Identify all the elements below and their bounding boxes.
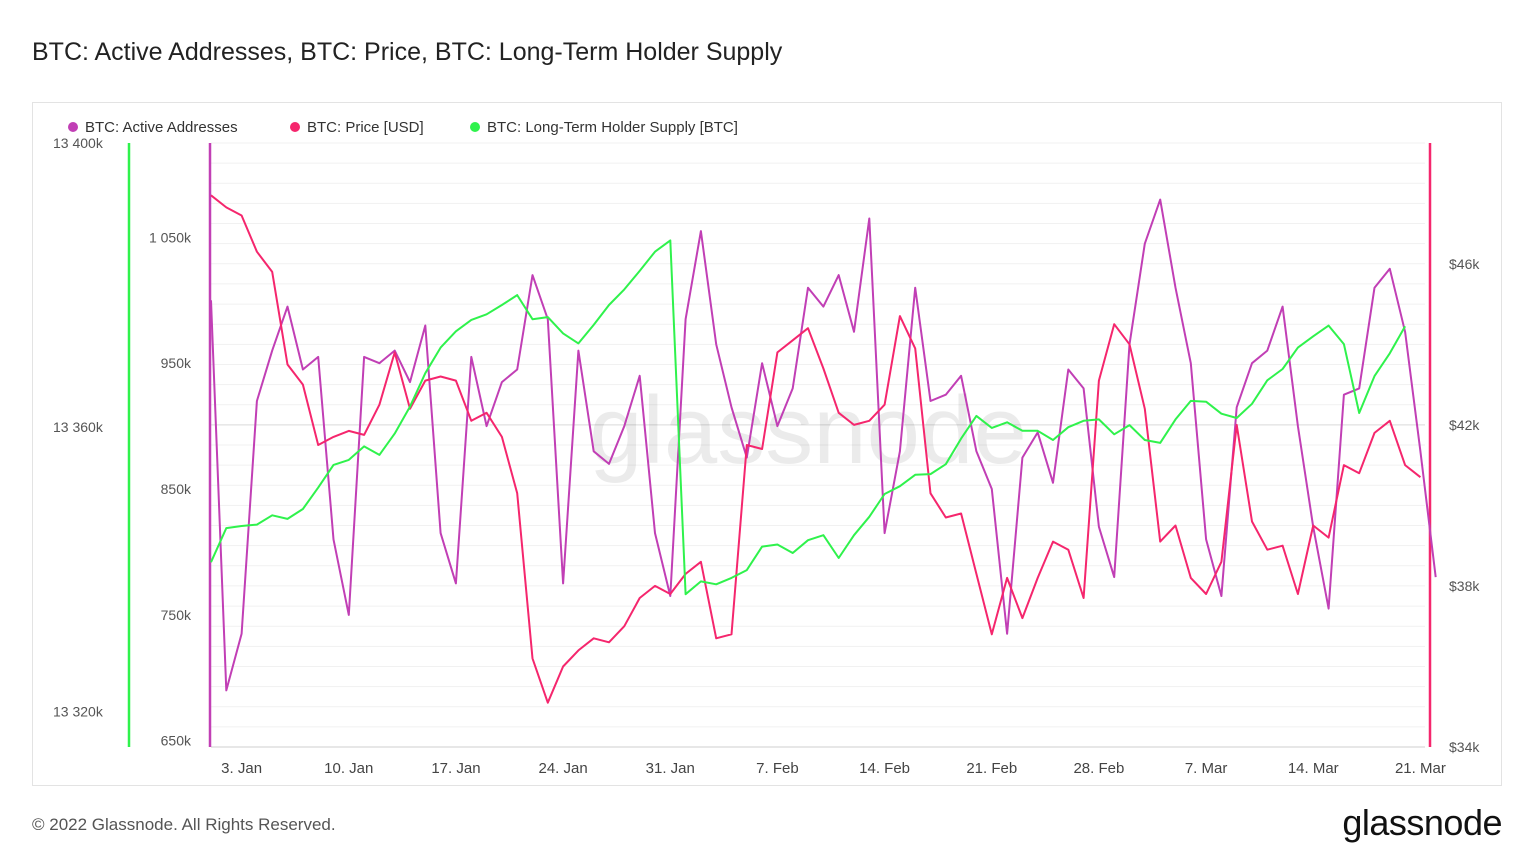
addresses-tick-label: 650k (161, 733, 192, 749)
legend-label-1: BTC: Active Addresses (85, 119, 238, 136)
price-tick-label: $38k (1449, 578, 1480, 594)
legend-marker-3 (470, 122, 480, 132)
watermark: glassnode (589, 377, 1027, 484)
x-tick-label: 10. Jan (324, 760, 373, 777)
chart-svg: glassnode 13 320k 13 360k 13 400k 650k 750k 85… (53, 119, 1480, 777)
series-line-3 (210, 239, 1406, 596)
supply-tick-label: 13 400k (53, 135, 104, 151)
addresses-tick-label: 750k (161, 607, 192, 623)
x-tick-label: 28. Feb (1073, 760, 1124, 777)
legend-label-3: BTC: Long-Term Holder Supply [BTC] (487, 119, 738, 136)
addresses-tick-label: 850k (161, 481, 192, 497)
series-line-2 (210, 194, 1422, 704)
x-tick-label: 21. Feb (966, 760, 1017, 777)
chart-panel: glassnode 13 320k 13 360k 13 400k 650k 750k 85… (32, 102, 1502, 786)
legend-marker-2 (290, 122, 300, 132)
supply-tick-label: 13 320k (53, 703, 104, 719)
chart-title: BTC: Active Addresses, BTC: Price, BTC: … (32, 38, 783, 66)
price-tick-label: $46k (1449, 256, 1480, 272)
price-tick-label: $42k (1449, 417, 1480, 433)
glassnode-logo[interactable]: glassnode (1342, 802, 1502, 843)
addresses-tick-label: 950k (161, 355, 192, 371)
legend-label-2: BTC: Price [USD] (307, 119, 424, 136)
x-tick-label: 31. Jan (646, 760, 695, 777)
x-tick-label: 14. Feb (859, 760, 910, 777)
footer-copyright: © 2022 Glassnode. All Rights Reserved. (32, 815, 336, 834)
x-tick-label: 24. Jan (538, 760, 587, 777)
x-tick-label: 7. Feb (756, 760, 799, 777)
x-tick-label: 21. Mar (1395, 760, 1446, 777)
x-tick-label: 3. Jan (221, 760, 262, 777)
price-tick-label: $34k (1449, 739, 1480, 755)
x-tick-label: 7. Mar (1185, 760, 1228, 777)
x-tick-label: 14. Mar (1288, 760, 1339, 777)
addresses-tick-label: 1 050k (149, 229, 192, 245)
x-tick-label: 17. Jan (431, 760, 480, 777)
legend-marker-1 (68, 122, 78, 132)
supply-tick-label: 13 360k (53, 419, 104, 435)
